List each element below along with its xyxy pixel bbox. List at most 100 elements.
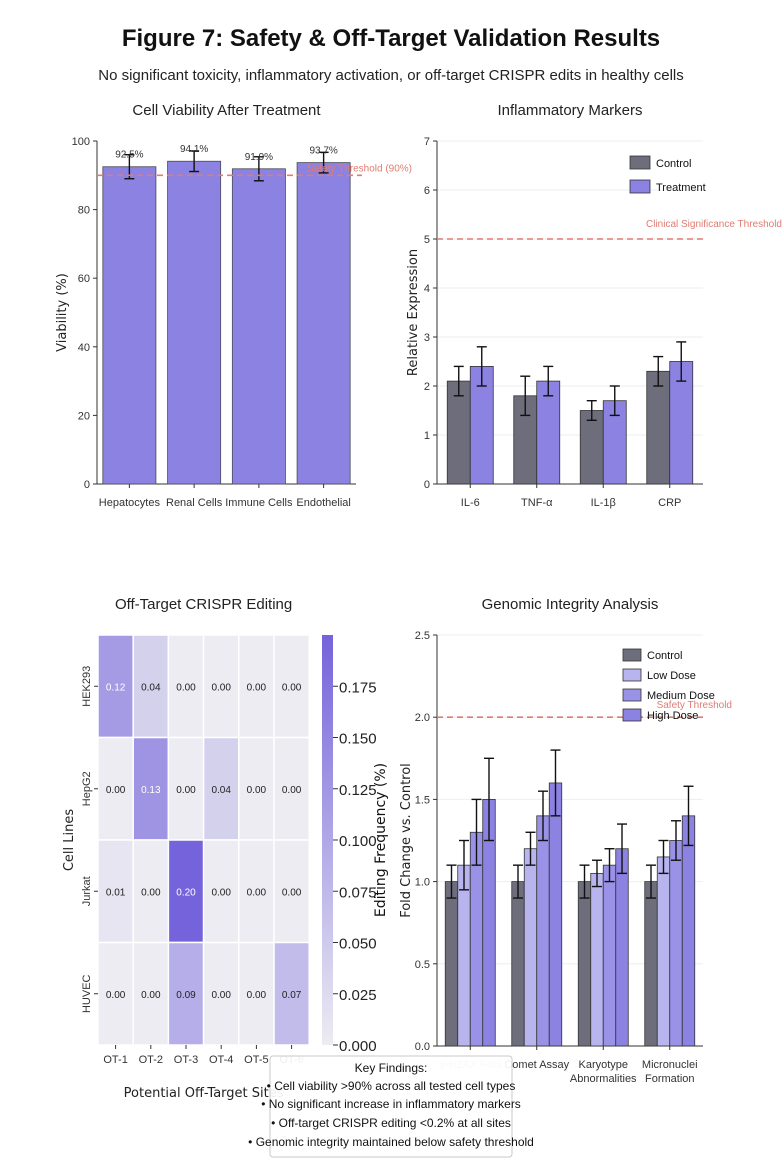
heatmap-cell-label: 0.00: [211, 990, 231, 1001]
heatmap-cell: [238, 941, 275, 1046]
genomic-ytick-label: 1.0: [415, 877, 430, 889]
viability-xtick-label: Endothelial: [296, 497, 350, 509]
heatmap-ytick-label: HepG2: [81, 771, 93, 806]
key-finding-2: • No significant increase in inflammator…: [261, 1097, 521, 1111]
genomic-bar: [656, 856, 671, 1047]
genomic-bar: [457, 864, 471, 1047]
heatmap-cell-label: 0.04: [211, 785, 231, 796]
heatmap-cell-label: 0.12: [106, 682, 126, 693]
heatmap-cell-label: 0.00: [247, 990, 267, 1001]
inflammatory-bar-control: [446, 380, 471, 485]
genomic-bar: [669, 840, 683, 1047]
viability-xtick-label: Renal Cells: [166, 497, 223, 509]
inflammatory-xtick-label: TNF-α: [521, 497, 553, 509]
viability-bar: [231, 168, 286, 485]
heatmap-cell-label: 0.07: [282, 990, 302, 1001]
offtarget-heatmap: Off-Target CRISPR Editing 0.12 0.04 0.00 0.0…: [62, 596, 389, 1101]
genomic-xtick-label: Comet Assay: [504, 1059, 569, 1071]
colorbar-tick-label: 0.175: [339, 679, 377, 696]
genomic-title: Genomic Integrity Analysis: [482, 596, 659, 613]
genomic-ytick-label: 2.5: [415, 630, 430, 642]
heatmap-cell-label: 0.13: [141, 785, 161, 796]
key-finding-4: • Genomic integrity maintained below saf…: [248, 1135, 534, 1149]
genomic-bar: [523, 848, 538, 1047]
viability-bar: [296, 162, 351, 485]
viability-ytick-label: 80: [78, 205, 90, 217]
heatmap-cell-label: 0.00: [247, 682, 267, 693]
heatmap-x-axis-label: Potential Off-Target Sites: [124, 1086, 284, 1101]
heatmap-cell-label: 0.01: [106, 887, 126, 898]
heatmap-ytick-label: HEK293: [81, 666, 93, 707]
genomic-ytick-label: 0.5: [415, 959, 430, 971]
genomic-ytick-label: 0.0: [415, 1041, 430, 1053]
key-findings-box: Key Findings: • Cell viability >90% acro…: [248, 1055, 534, 1158]
inflammatory-chart: Inflammatory Markers 0 1 2 3 4 5 6 7 Relative Exp…: [406, 102, 782, 509]
genomic-bar: [548, 782, 563, 1047]
inflammatory-xtick-label: CRP: [658, 497, 681, 509]
genomic-legend-label: High Dose: [647, 710, 698, 722]
viability-data-label: 93.7%: [309, 146, 337, 157]
heatmap-ytick-label: Jurkat: [81, 876, 93, 906]
inflammatory-title: Inflammatory Markers: [497, 102, 642, 119]
heatmap-cell-label: 0.00: [106, 785, 126, 796]
inflammatory-bar-control: [579, 410, 604, 485]
figure-subtitle: No significant toxicity, inflammatory ac…: [98, 67, 684, 84]
genomic-bar: [615, 848, 629, 1047]
genomic-bar: [590, 872, 604, 1047]
heatmap-cell-label: 0.00: [176, 785, 196, 796]
key-finding-3: • Off-target CRISPR editing <0.2% at all…: [271, 1116, 511, 1130]
heatmap-cell: [97, 839, 134, 944]
inflammatory-ytick-label: 4: [424, 283, 430, 295]
genomic-xtick-label-line: Comet Assay: [504, 1059, 569, 1071]
heatmap-cell: [238, 634, 275, 739]
genomic-bar: [644, 881, 658, 1047]
viability-ytick-label: 100: [72, 136, 90, 148]
genomic-legend-swatch: [622, 708, 642, 722]
heatmap-cell-label: 0.00: [247, 785, 267, 796]
genomic-xtick-label-line: Formation: [645, 1073, 695, 1085]
genomic-threshold-label: Safety Threshold: [657, 700, 732, 711]
inflammatory-ytick-label: 1: [424, 430, 430, 442]
heatmap-cell-label: 0.04: [141, 682, 161, 693]
key-findings-frame: [269, 1055, 513, 1158]
heatmap-cell: [167, 839, 205, 944]
viability-threshold-label: Safety Threshold (90%): [307, 163, 412, 174]
offtarget-title: Off-Target CRISPR Editing: [115, 596, 292, 613]
heatmap-cell-label: 0.00: [141, 887, 161, 898]
figure-title: Figure 7: Safety & Off-Target Validation…: [122, 25, 660, 52]
genomic-ytick-label: 1.5: [415, 794, 430, 806]
viability-ytick-label: 20: [78, 410, 90, 422]
viability-xtick-label: Hepatocytes: [99, 497, 161, 509]
viability-data-label: 91.9%: [245, 152, 273, 163]
genomic-legend-swatch: [622, 668, 642, 682]
heatmap-xtick-label: OT-1: [103, 1054, 127, 1066]
viability-ytick-label: 40: [78, 342, 90, 354]
heatmap-y-axis-label: Cell Lines: [62, 809, 77, 872]
genomic-y-axis-label: Fold Change vs. Control: [399, 763, 414, 918]
genomic-xtick-label-line: Abnormalities: [570, 1073, 637, 1085]
inflammatory-bar-treatment: [536, 380, 561, 485]
genomic-xtick-label: Micronuclei Formation: [642, 1059, 698, 1085]
inflammatory-xtick-label: IL-6: [461, 497, 480, 509]
viability-ytick-label: 0: [84, 479, 90, 491]
heatmap-cell-label: 0.00: [141, 990, 161, 1001]
heatmap-cell: [202, 736, 240, 841]
heatmap-xtick-label: OT-4: [209, 1054, 233, 1066]
inflammatory-y-axis-label: Relative Expression: [406, 249, 421, 376]
inflammatory-ytick-label: 3: [424, 332, 430, 344]
genomic-legend-label: Low Dose: [647, 670, 696, 682]
viability-chart: Cell Viability After Treatment 0 20 40 60 80 1…: [55, 102, 412, 509]
inflammatory-legend-label: Control: [656, 158, 691, 170]
inflammatory-legend-swatch: [629, 155, 651, 170]
viability-y-axis-label: Viability (%): [55, 273, 70, 352]
inflammatory-legend-label: Treatment: [656, 182, 706, 194]
heatmap-xtick-label: OT-2: [139, 1054, 163, 1066]
inflammatory-xtick-label: IL-1β: [591, 497, 616, 509]
inflammatory-ytick-label: 5: [424, 234, 430, 246]
key-finding-1: • Cell viability >90% across all tested …: [267, 1079, 516, 1093]
inflammatory-ytick-label: 6: [424, 185, 430, 197]
genomic-legend-label: Control: [647, 650, 682, 662]
heatmap-cell-label: 0.00: [211, 682, 231, 693]
genomic-bar: [511, 881, 525, 1047]
viability-data-label: 92.5%: [115, 150, 143, 161]
